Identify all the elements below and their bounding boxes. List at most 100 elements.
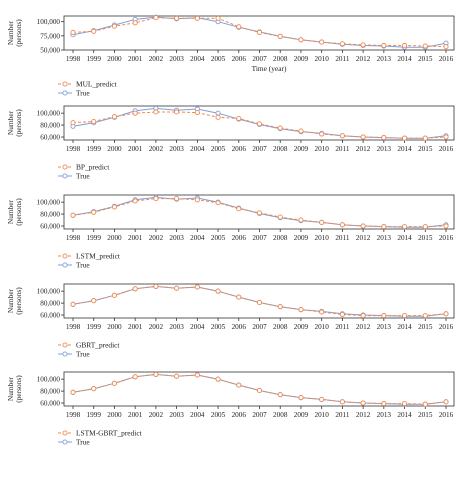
x-tick-label: 1999 [87, 323, 102, 331]
x-tick-label: 2009 [294, 55, 309, 63]
data-point-predict [111, 292, 117, 298]
y-tick-label: 80,000 [40, 211, 60, 219]
data-point-predict [194, 284, 200, 290]
x-tick-label: 2010 [314, 234, 329, 242]
data-point-predict [153, 196, 159, 202]
y-axis-label: Number(persons) [6, 198, 23, 226]
data-point-predict [319, 39, 325, 45]
x-tick-label: 2013 [377, 234, 392, 242]
data-point-predict [339, 133, 345, 139]
data-point-predict [132, 198, 138, 204]
legend-marker [62, 253, 68, 259]
data-point-predict [443, 44, 449, 50]
legend-label: LSTM_predict [76, 252, 121, 261]
x-tick-label: 2011 [335, 411, 350, 419]
x-tick-label: 2013 [377, 145, 392, 153]
chart-panel-4: 60,000 80,000 100,000 1998 1999 2000 2001 2002 2… [6, 283, 455, 359]
y-tick-label: 60,000 [40, 400, 60, 408]
data-point-predict [422, 313, 428, 319]
data-point-predict [111, 23, 117, 29]
x-tick-label: 1998 [66, 323, 81, 331]
x-tick-label: 2005 [211, 411, 226, 419]
x-tick-label: 2000 [107, 234, 122, 242]
data-point-predict [174, 285, 180, 291]
x-tick-label: 2012 [356, 234, 371, 242]
x-tick-label: 2007 [252, 55, 267, 63]
data-point-predict [381, 42, 387, 49]
data-point-predict [153, 371, 159, 377]
data-point-predict [298, 217, 304, 223]
data-point-predict [360, 42, 366, 48]
x-tick-label: 2009 [294, 411, 309, 419]
data-point-predict [215, 15, 221, 21]
data-point-predict [132, 110, 138, 116]
data-point-predict [360, 223, 366, 229]
x-tick-label: 2016 [439, 411, 454, 419]
x-tick-label: 2005 [211, 234, 226, 242]
data-point-predict [256, 387, 263, 394]
x-tick-label: 1998 [66, 234, 81, 242]
data-point-predict [236, 294, 242, 300]
x-tick-label: 1999 [87, 411, 102, 419]
x-tick-label: 2004 [190, 234, 205, 242]
data-point-true [215, 110, 221, 116]
data-point-predict [153, 15, 159, 21]
x-tick-label: 2001 [128, 411, 143, 419]
x-tick-label: 2014 [397, 323, 412, 331]
data-point-predict [153, 283, 159, 289]
legend-marker [62, 262, 68, 268]
x-tick-label: 2002 [149, 234, 164, 242]
x-tick-label: 2012 [356, 323, 371, 331]
data-point-predict [91, 298, 97, 304]
x-tick-label: 1998 [66, 145, 81, 153]
x-tick-label: 2015 [418, 145, 433, 153]
legend-marker [62, 430, 68, 436]
data-point-predict [236, 382, 242, 388]
x-tick-label: 2003 [169, 145, 184, 153]
plot-frame [63, 194, 455, 230]
data-point-predict [339, 222, 345, 228]
legend-marker [62, 164, 68, 170]
y-tick-label: 100,000 [37, 18, 61, 26]
plot-frame [63, 283, 455, 319]
x-tick-label: 1999 [87, 55, 102, 63]
data-point-predict [70, 301, 76, 307]
data-point-predict [277, 33, 283, 39]
x-tick-label: 1999 [87, 234, 102, 242]
x-tick-label: 2012 [356, 145, 371, 153]
plot-frame [63, 105, 455, 141]
x-tick-label: 2008 [273, 323, 288, 331]
x-tick-label: 2011 [335, 145, 350, 153]
data-point-predict [70, 389, 76, 395]
x-tick-label: 2010 [314, 323, 329, 331]
y-axis-label: Number(persons) [6, 19, 23, 47]
x-tick-label: 2016 [439, 55, 454, 63]
legend-label: BP_predict [76, 163, 110, 172]
data-point-predict [277, 392, 283, 398]
x-tick-label: 2007 [252, 234, 267, 242]
data-point-predict [443, 134, 449, 140]
x-tick-label: 2011 [335, 323, 350, 331]
x-tick-label: 2010 [314, 55, 329, 63]
y-tick-label: 80,000 [40, 300, 60, 308]
x-tick-label: 2015 [418, 323, 433, 331]
x-tick-label: 2004 [190, 323, 205, 331]
y-tick-label: 100,000 [37, 288, 61, 296]
data-point-predict [402, 135, 408, 141]
x-tick-label: 2007 [252, 323, 267, 331]
x-tick-label: 2003 [169, 411, 184, 419]
chart-panel-5: 60,000 80,000 100,000 1998 1999 2000 2001 2002 2… [6, 371, 455, 447]
y-tick-label: 80,000 [40, 388, 60, 396]
x-tick-label: 2013 [377, 55, 392, 63]
data-point-predict [443, 311, 449, 317]
x-tick-label: 2011 [335, 234, 350, 242]
legend-label: True [76, 89, 90, 98]
x-tick-label: 2004 [190, 411, 205, 419]
x-tick-label: 2016 [439, 323, 454, 331]
x-tick-label: 2013 [377, 411, 392, 419]
x-tick-label: 2004 [190, 145, 205, 153]
legend-marker [62, 342, 68, 348]
data-point-predict [339, 399, 345, 405]
data-point-predict [91, 28, 97, 34]
